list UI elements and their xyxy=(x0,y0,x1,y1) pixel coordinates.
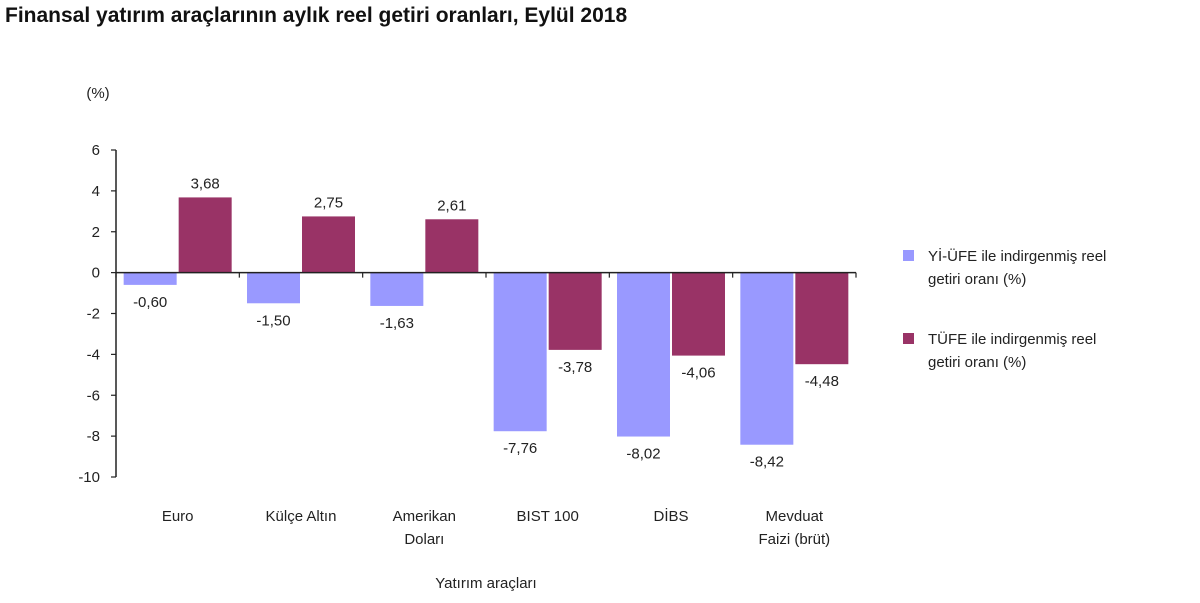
category-label: BIST 100 xyxy=(517,508,579,525)
y-tick-label: -4 xyxy=(87,346,100,363)
x-axis-label: Yatırım araçları xyxy=(435,575,536,592)
legend-label-tufe: TÜFE ile indirgenmiş reel getiri oranı (… xyxy=(928,328,1193,374)
data-label: -4,48 xyxy=(805,373,839,390)
bar-tufe xyxy=(548,272,602,350)
legend-swatch-yi-ufe xyxy=(903,250,914,261)
legend-label-yi-ufe-line1: Yİ-ÜFE ile indirgenmiş reel xyxy=(928,248,1107,265)
data-label: 2,61 xyxy=(437,197,466,214)
legend-entry-tufe: TÜFE ile indirgenmiş reel getiri oranı (… xyxy=(903,328,1193,374)
legend-label-yi-ufe: Yİ-ÜFE ile indirgenmiş reel getiri oranı… xyxy=(928,245,1193,291)
bar-tufe xyxy=(425,219,479,273)
bar-yi-ufe xyxy=(370,272,424,306)
data-label: -1,50 xyxy=(256,312,290,329)
category-label: Mevduat Faizi (brüt) xyxy=(758,508,830,548)
legend: Yİ-ÜFE ile indirgenmiş reel getiri oranı… xyxy=(903,245,1193,371)
legend-swatch-tufe xyxy=(903,333,914,344)
y-tick-label: -8 xyxy=(87,428,100,445)
data-label: 2,75 xyxy=(314,194,343,211)
bar-tufe xyxy=(178,197,232,273)
bar-yi-ufe xyxy=(123,272,177,285)
y-tick-label: -10 xyxy=(78,469,100,486)
legend-label-tufe-line1: TÜFE ile indirgenmiş reel xyxy=(928,331,1097,348)
bar-yi-ufe xyxy=(740,272,794,445)
legend-label-tufe-line2: getiri oranı (%) xyxy=(928,354,1027,371)
bar-yi-ufe xyxy=(493,272,547,432)
bar-tufe xyxy=(302,216,355,273)
y-tick-label: 4 xyxy=(92,183,100,200)
data-label: -8,42 xyxy=(750,454,784,471)
data-label: -1,63 xyxy=(380,315,414,332)
bar-yi-ufe xyxy=(247,272,300,304)
y-axis-label: (%) xyxy=(86,85,109,102)
bar-tufe xyxy=(795,272,849,365)
data-label: -8,02 xyxy=(626,446,660,463)
category-label: Külçe Altın xyxy=(266,508,337,525)
y-tick-label: 2 xyxy=(92,224,100,241)
category-label: Euro xyxy=(162,508,194,525)
category-label: Amerikan Doları xyxy=(393,508,456,548)
data-label: -7,76 xyxy=(503,440,537,457)
y-tick-label: -6 xyxy=(87,387,100,404)
bar-yi-ufe xyxy=(617,272,670,437)
data-label: 3,68 xyxy=(191,175,220,192)
y-tick-label: -2 xyxy=(87,306,100,323)
y-tick-label: 0 xyxy=(92,265,100,282)
legend-label-yi-ufe-line2: getiri oranı (%) xyxy=(928,271,1027,288)
chart-title: Finansal yatırım araçlarının aylık reel … xyxy=(5,4,628,27)
data-label: -0,60 xyxy=(133,294,167,311)
legend-entry-yi-ufe: Yİ-ÜFE ile indirgenmiş reel getiri oranı… xyxy=(903,245,1193,291)
y-tick-label: 6 xyxy=(92,142,100,159)
bar-tufe xyxy=(672,272,725,356)
data-label: -4,06 xyxy=(681,365,715,382)
category-label: DİBS xyxy=(653,507,688,525)
data-label: -3,78 xyxy=(558,359,592,376)
